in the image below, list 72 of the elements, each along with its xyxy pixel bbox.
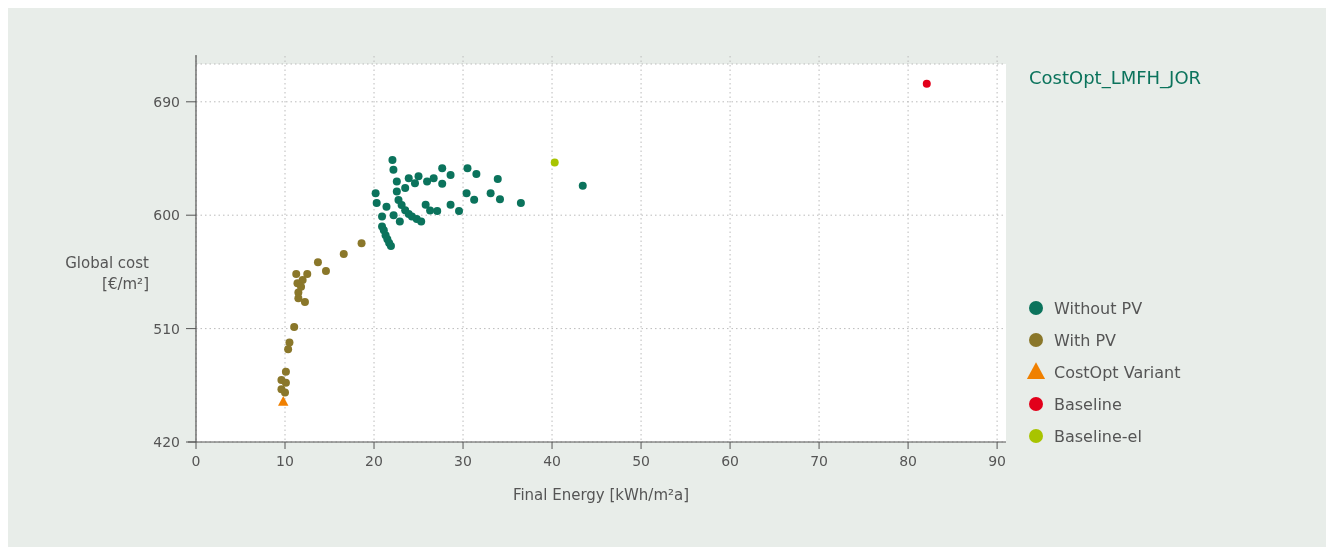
- y-tick-label: 690: [153, 93, 180, 110]
- y-tick-label: 600: [153, 207, 180, 224]
- point: [401, 184, 410, 193]
- x-tick-label: 50: [632, 453, 650, 469]
- x-axis-title: Final Energy [kWh/m²a]: [512, 486, 690, 504]
- point: [423, 177, 432, 186]
- point: [395, 217, 404, 226]
- x-tick-label: 0: [191, 453, 201, 469]
- x-tick-label: 20: [365, 453, 383, 469]
- point: [922, 79, 931, 88]
- point: [578, 181, 587, 190]
- point: [292, 269, 301, 278]
- x-tick-label: 70: [810, 453, 828, 469]
- point: [438, 164, 447, 173]
- point: [414, 172, 423, 181]
- point: [516, 199, 525, 208]
- point: [493, 174, 502, 183]
- y-axis-title: Global cost [€/m²]: [65, 254, 150, 293]
- point: [462, 189, 471, 198]
- point: [278, 396, 289, 406]
- point: [389, 165, 398, 174]
- point: [404, 174, 413, 183]
- point: [470, 195, 479, 204]
- point: [382, 202, 391, 211]
- point: [388, 155, 397, 164]
- y-tick-label: 510: [153, 320, 180, 337]
- point: [357, 239, 366, 248]
- point: [472, 170, 481, 179]
- point: [281, 378, 290, 387]
- point: [392, 177, 401, 186]
- legend-label: Without PV: [1054, 299, 1143, 318]
- point: [455, 206, 464, 215]
- x-tick-label: 90: [988, 453, 1007, 469]
- x-tick-label: 80: [899, 453, 917, 469]
- legend-label: Baseline: [1054, 395, 1122, 414]
- point: [372, 199, 381, 208]
- point: [284, 345, 293, 354]
- point: [339, 249, 348, 258]
- point: [446, 200, 455, 209]
- point: [371, 189, 380, 198]
- point: [290, 322, 299, 331]
- point: [313, 258, 322, 267]
- y-tick-label: 420: [153, 434, 180, 450]
- legend-label: Baseline-el: [1054, 427, 1142, 446]
- point: [421, 200, 430, 209]
- point: [281, 367, 290, 376]
- text: CostOpt_LMFH_JOR: [1029, 67, 1202, 89]
- point: [486, 189, 495, 198]
- point: [463, 164, 472, 173]
- x-tick-label: 40: [543, 453, 561, 469]
- point: [392, 187, 401, 196]
- x-tick-label: 10: [276, 453, 294, 469]
- point: [389, 211, 398, 220]
- point: [410, 179, 419, 188]
- x-tick-label: 30: [454, 453, 472, 469]
- point: [281, 388, 290, 397]
- point: [429, 174, 438, 183]
- point: [303, 269, 312, 278]
- point: [321, 266, 330, 275]
- point: [300, 297, 309, 306]
- point: [446, 170, 455, 179]
- point: [426, 206, 435, 215]
- point: [495, 195, 504, 204]
- point: [294, 294, 303, 303]
- point: [438, 179, 447, 188]
- point: [378, 212, 387, 221]
- x-tick-label: 60: [721, 453, 739, 469]
- point: [550, 158, 559, 167]
- legend-label: CostOpt Variant: [1054, 363, 1181, 382]
- legend-label: With PV: [1054, 331, 1117, 350]
- point: [417, 217, 426, 226]
- point: [433, 206, 442, 215]
